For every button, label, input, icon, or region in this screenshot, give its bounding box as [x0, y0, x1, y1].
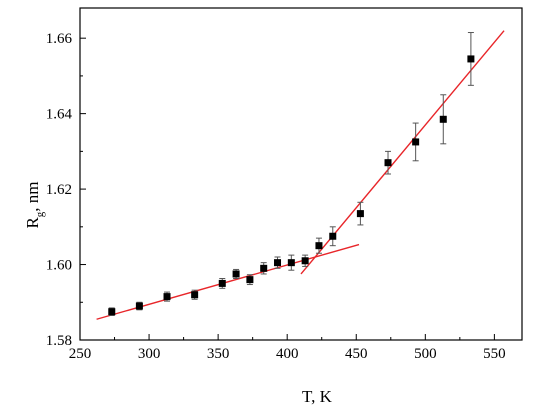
y-tick-label: 1.66: [46, 31, 73, 47]
data-point: [135, 302, 143, 310]
y-tick-label: 1.58: [46, 333, 72, 349]
data-point: [260, 264, 268, 272]
data-point: [232, 270, 240, 278]
data-points-layer: [108, 32, 475, 316]
data-point: [329, 232, 337, 240]
data-point: [287, 259, 295, 267]
y-axis-title-unit: , nm: [23, 181, 42, 211]
x-tick-label: 450: [345, 346, 368, 362]
x-tick-label: 400: [276, 346, 299, 362]
x-tick-label: 250: [69, 346, 92, 362]
ticks-layer: 250 300 350 400 450 500 550 1.58 1.60 1.62 1.64 1.6…: [46, 31, 506, 362]
plot-frame: [79, 7, 523, 341]
x-tick-label: 500: [414, 346, 437, 362]
y-axis-title-main: R: [23, 217, 42, 229]
x-tick-label: 300: [138, 346, 161, 362]
data-point: [356, 210, 364, 218]
data-point: [246, 276, 254, 284]
data-point: [384, 159, 392, 167]
data-point: [412, 138, 420, 146]
y-axis-title-subscript: g: [34, 211, 46, 217]
y-tick-label: 1.62: [46, 182, 72, 198]
data-point: [108, 308, 116, 316]
data-point: [163, 293, 171, 301]
data-point: [274, 259, 282, 267]
data-point: [191, 291, 199, 299]
y-tick-label: 1.60: [46, 258, 72, 274]
fit-lines-layer: [96, 30, 505, 320]
data-point: [467, 55, 475, 63]
data-point: [315, 242, 323, 250]
x-tick-label: 550: [483, 346, 506, 362]
x-tick-label: 350: [207, 346, 230, 362]
data-point: [301, 257, 309, 265]
data-point: [439, 115, 447, 123]
x-axis-title: T, K: [302, 387, 333, 406]
data-point: [218, 279, 226, 287]
y-tick-label: 1.64: [46, 107, 73, 123]
y-axis-title: Rg, nm: [23, 181, 46, 228]
